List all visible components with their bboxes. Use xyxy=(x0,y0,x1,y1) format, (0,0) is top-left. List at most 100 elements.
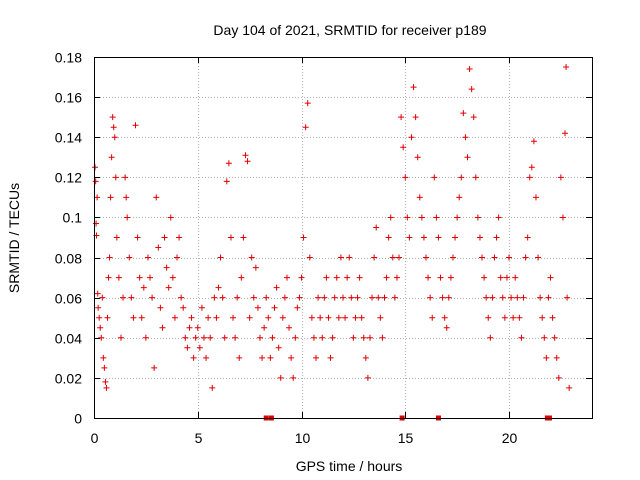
data-point xyxy=(366,334,373,341)
y-tick-label: 0.02 xyxy=(55,371,82,387)
data-point xyxy=(238,274,245,281)
data-point xyxy=(425,274,432,281)
data-point xyxy=(414,154,421,161)
data-point xyxy=(329,334,336,341)
y-tick-label: 0.12 xyxy=(55,170,82,186)
data-point xyxy=(458,174,465,181)
data-point xyxy=(393,274,400,281)
data-point xyxy=(111,134,118,141)
data-point xyxy=(171,314,178,321)
data-point xyxy=(518,334,525,341)
data-point xyxy=(230,314,237,321)
data-point xyxy=(244,158,251,165)
data-point xyxy=(232,334,239,341)
data-point xyxy=(506,254,512,261)
data-point xyxy=(115,274,122,281)
data-point xyxy=(481,274,488,281)
data-point xyxy=(423,254,429,261)
data-point xyxy=(398,114,405,121)
data-point xyxy=(113,234,120,241)
data-point xyxy=(192,334,199,341)
data-point xyxy=(304,100,311,107)
data-point xyxy=(325,314,332,321)
data-point xyxy=(97,324,104,331)
data-point xyxy=(134,234,141,241)
data-point xyxy=(466,66,473,73)
data-point xyxy=(140,284,147,291)
data-point xyxy=(112,174,119,181)
data-point xyxy=(362,354,369,361)
data-point xyxy=(132,122,139,129)
data-point xyxy=(396,254,403,261)
data-point xyxy=(472,174,479,181)
data-point xyxy=(281,294,288,301)
data-point xyxy=(470,114,477,121)
data-point xyxy=(124,214,131,221)
data-point xyxy=(483,294,490,301)
data-point xyxy=(321,294,328,301)
data-point xyxy=(110,124,117,131)
data-point xyxy=(433,214,440,221)
data-point xyxy=(165,284,172,291)
data-point xyxy=(267,354,274,361)
data-point xyxy=(566,384,573,391)
data-point xyxy=(501,314,508,321)
data-point xyxy=(102,378,109,385)
data-point xyxy=(379,334,386,341)
data-point xyxy=(283,274,290,281)
data-point xyxy=(340,294,346,301)
data-point xyxy=(331,294,338,301)
data-point xyxy=(302,124,309,131)
data-point xyxy=(142,334,149,341)
data-point xyxy=(418,214,425,221)
data-point xyxy=(217,254,224,261)
data-point xyxy=(275,344,282,351)
x-tick-label: 10 xyxy=(295,430,311,446)
data-point xyxy=(130,314,137,321)
data-point xyxy=(360,334,367,341)
data-point xyxy=(557,174,564,181)
data-point xyxy=(252,264,259,271)
data-point xyxy=(412,114,419,121)
data-point xyxy=(510,314,517,321)
data-point xyxy=(209,384,216,391)
data-point xyxy=(126,254,133,261)
data-point xyxy=(497,274,504,281)
data-point xyxy=(381,294,388,301)
data-point xyxy=(196,344,203,351)
y-tick-label: 0.14 xyxy=(55,130,82,146)
data-point xyxy=(528,164,535,171)
data-point xyxy=(190,354,197,361)
y-tick-label: 0.06 xyxy=(55,291,82,307)
data-point xyxy=(215,284,222,291)
data-point xyxy=(335,314,342,321)
data-point xyxy=(491,254,498,261)
data-point xyxy=(144,254,151,261)
data-point xyxy=(389,254,396,261)
data-point xyxy=(100,354,107,361)
data-point xyxy=(163,264,170,271)
data-point xyxy=(300,234,307,241)
data-point xyxy=(194,324,201,331)
y-tick-label: 0.1 xyxy=(63,210,83,226)
data-point xyxy=(103,384,110,391)
data-point xyxy=(385,234,392,241)
x-axis-label: GPS time / hours xyxy=(296,458,403,474)
data-point xyxy=(479,254,486,261)
data-point xyxy=(564,294,571,301)
axis-ticks: 0 0.02 0.04 0.06 0.08 0.1 0.12 0.14 0.16 0.18 0 5 10… xyxy=(55,50,592,446)
data-point xyxy=(342,314,349,321)
data-point xyxy=(489,294,496,301)
data-point xyxy=(460,110,467,117)
data-point xyxy=(530,138,537,145)
data-point xyxy=(93,220,100,227)
data-point xyxy=(223,178,230,185)
data-point xyxy=(182,334,189,341)
data-point xyxy=(213,314,220,321)
data-point xyxy=(439,294,446,301)
data-point xyxy=(371,254,378,261)
data-point xyxy=(279,314,286,321)
y-tick-label: 0.08 xyxy=(55,251,82,267)
data-point xyxy=(136,274,143,281)
data-point xyxy=(250,294,257,301)
